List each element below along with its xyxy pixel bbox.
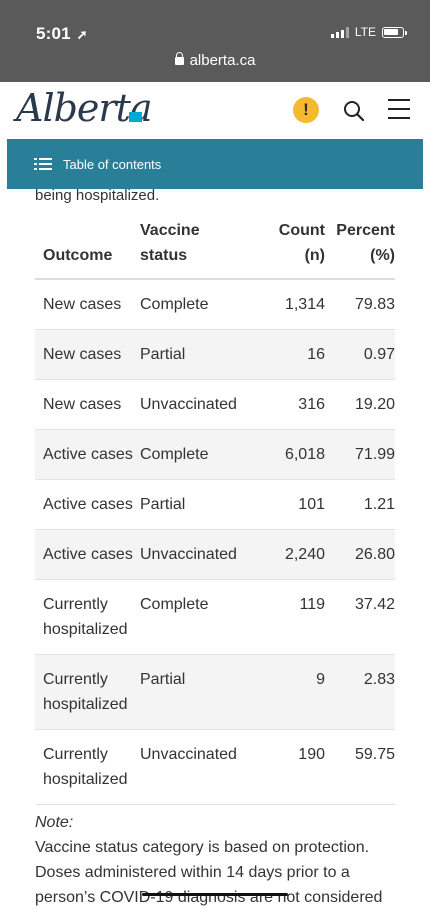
table-row: Currently hospitalized Unvaccinated 190 … (35, 729, 395, 805)
alert-icon[interactable]: ! (293, 97, 319, 123)
cell-percent: 59.75 (332, 729, 395, 805)
cell-count: 119 (260, 579, 332, 655)
table-row: Currently hospitalized Partial 9 2.83 (35, 654, 395, 730)
table-row: Active cases Partial 101 1.21 (35, 479, 395, 530)
toc-label: Table of contents (63, 156, 162, 172)
cell-percent: 2.83 (332, 654, 395, 730)
vaccine-outcome-table: Outcome Vaccine status Count (n) Percent (%… (35, 218, 395, 805)
header-percent: Percent (%) (332, 218, 395, 280)
cell-percent: 71.99 (332, 429, 395, 480)
network-label: LTE (354, 25, 376, 39)
table-row: New cases Partial 16 0.97 (35, 329, 395, 380)
location-arrow-icon: ➚ (72, 27, 88, 42)
cell-percent: 1.21 (332, 479, 395, 530)
cell-count: 2,240 (260, 529, 332, 580)
address-bar[interactable]: alberta.ca (0, 52, 430, 69)
cell-status: Complete (140, 279, 260, 330)
cell-outcome: New cases (35, 329, 140, 380)
cell-percent: 79.83 (332, 279, 395, 330)
cell-count: 16 (260, 329, 332, 380)
battery-icon (382, 26, 407, 38)
cell-count: 190 (260, 729, 332, 805)
search-icon[interactable] (343, 100, 365, 122)
list-icon (34, 158, 52, 170)
signal-icon (330, 26, 349, 38)
cell-percent: 37.42 (332, 579, 395, 655)
table-row: New cases Complete 1,314 79.83 (35, 279, 395, 330)
cell-outcome: Active cases (35, 479, 140, 530)
cell-count: 9 (260, 654, 332, 730)
cell-status: Partial (140, 479, 260, 530)
lock-icon (174, 52, 184, 65)
cell-status: Unvaccinated (140, 729, 260, 805)
strikethrough-mark (142, 893, 288, 896)
cell-outcome: Currently hospitalized (35, 654, 140, 730)
vaccine-outcome-table-container: Outcome Vaccine status Count (n) Percent (%… (35, 218, 395, 805)
cell-outcome: Currently hospitalized (35, 729, 140, 805)
cell-outcome: Currently hospitalized (35, 579, 140, 655)
partial-paragraph: being hospitalized. (35, 187, 160, 204)
cell-outcome: New cases (35, 379, 140, 430)
cell-percent: 0.97 (332, 329, 395, 380)
cell-count: 1,314 (260, 279, 332, 330)
note-label: Note: (35, 814, 74, 831)
cell-status: Unvaccinated (140, 379, 260, 430)
browser-chrome: 5:01 ➚ LTE alberta.ca (0, 0, 430, 82)
status-indicators: LTE (330, 25, 407, 39)
logo-flag-icon (129, 112, 142, 122)
cell-count: 6,018 (260, 429, 332, 480)
cell-status: Partial (140, 329, 260, 380)
header-outcome: Outcome (35, 218, 140, 280)
table-header-row: Outcome Vaccine status Count (n) Percent (%… (35, 218, 395, 280)
cell-count: 101 (260, 479, 332, 530)
site-header: Alberta ! (0, 82, 430, 139)
table-row: New cases Unvaccinated 316 19.20 (35, 379, 395, 430)
cell-status: Partial (140, 654, 260, 730)
table-of-contents-bar[interactable]: Table of contents (7, 139, 423, 189)
cell-status: Complete (140, 429, 260, 480)
table-note: Note: Vaccine status category is based o… (35, 810, 405, 910)
url-text: alberta.ca (189, 52, 256, 69)
alberta-logo[interactable]: Alberta (16, 86, 152, 130)
cell-percent: 19.20 (332, 379, 395, 430)
cell-outcome: Active cases (35, 429, 140, 480)
cell-percent: 26.80 (332, 529, 395, 580)
cell-status: Complete (140, 579, 260, 655)
note-text: Vaccine status category is based on prot… (35, 839, 383, 906)
cell-outcome: Active cases (35, 529, 140, 580)
table-row: Active cases Unvaccinated 2,240 26.80 (35, 529, 395, 580)
header-count: Count (n) (260, 218, 332, 280)
cell-outcome: New cases (35, 279, 140, 330)
cell-status: Unvaccinated (140, 529, 260, 580)
table-row: Currently hospitalized Complete 119 37.4… (35, 579, 395, 655)
header-vaccine-status: Vaccine status (140, 218, 260, 280)
table-row: Active cases Complete 6,018 71.99 (35, 429, 395, 480)
cell-count: 316 (260, 379, 332, 430)
menu-icon[interactable] (388, 99, 410, 121)
status-time: 5:01 ➚ (36, 24, 88, 43)
